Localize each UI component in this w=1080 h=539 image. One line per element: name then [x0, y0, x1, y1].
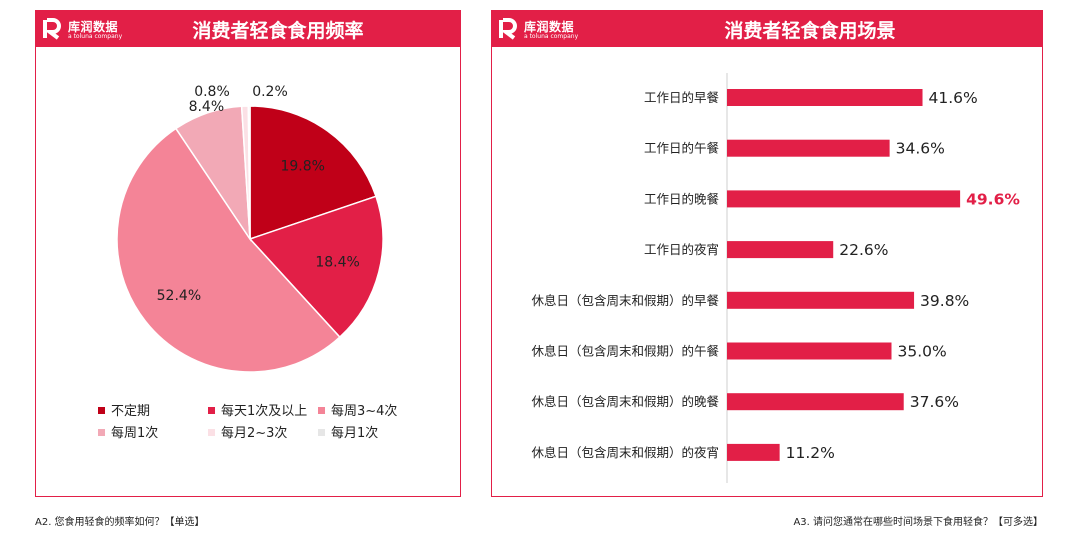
bar	[727, 190, 961, 208]
bar-category-label: 休息日（包含周末和假期）的夜宵	[531, 445, 719, 460]
bar-value-label: 41.6%	[929, 89, 978, 107]
bar-chart-title: 消费者轻食食用场景	[724, 20, 896, 42]
bar-category-label: 工作日的午餐	[644, 141, 720, 156]
bar	[727, 443, 780, 461]
legend-label: 不定期	[111, 404, 150, 419]
footnote-question-a2: A2. 您食用轻食的频率如何？【单选】	[35, 517, 205, 528]
pie-slice	[248, 195, 384, 339]
bar-category-label: 工作日的早餐	[644, 90, 720, 105]
bar-category-label: 休息日（包含周末和假期）的晚餐	[531, 394, 719, 409]
logo-text: 库润数据	[524, 20, 575, 34]
bar-category-label: 休息日（包含周末和假期）的午餐	[531, 344, 719, 359]
bar	[727, 241, 834, 259]
bar-category-label: 休息日（包含周末和假期）的早餐	[531, 293, 719, 308]
frequency-panel: 库润数据 a toluna company 消费者轻食食用频率 19.8% 18.…	[35, 10, 461, 497]
legend-label: 每周3~4次	[331, 403, 397, 419]
logo-subtext: a toluna company	[68, 33, 123, 40]
footnote-question-a3: A3. 请问您通常在哪些时间场景下食用轻食？【可多选】	[793, 517, 1043, 528]
bar-value-label: 39.8%	[920, 292, 969, 310]
logo-mark-icon	[43, 18, 61, 40]
bar	[727, 393, 904, 411]
bar	[727, 139, 890, 157]
brand-logo: 库润数据 a toluna company	[498, 17, 588, 41]
frequency-header: 库润数据 a toluna company 消费者轻食食用频率	[36, 11, 460, 47]
logo-subtext: a toluna company	[524, 33, 579, 40]
bar-value-label: 11.2%	[786, 444, 835, 462]
legend-label: 每天1次及以上	[221, 403, 307, 419]
bar-chart: 工作日的早餐 41.6% 工作日的午餐 34.6% 工作日的晚餐 49.6% 工作日的夜宵 2…	[531, 73, 1020, 483]
legend-label: 每周1次	[111, 425, 158, 441]
bar-category-label: 工作日的晚餐	[644, 191, 720, 206]
scenario-header: 库润数据 a toluna company 消费者轻食食用场景	[492, 11, 1042, 47]
pie-data-label: 19.8%	[280, 158, 324, 174]
pie-data-label: 18.4%	[315, 254, 359, 270]
legend-swatch	[208, 429, 215, 436]
legend-swatch	[318, 407, 325, 414]
bar-value-label: 49.6%	[966, 190, 1020, 208]
bar-value-label: 22.6%	[839, 241, 888, 259]
pie-data-label: 52.4%	[157, 288, 201, 304]
pie-data-label: 0.8%	[194, 84, 230, 100]
bar-value-label: 35.0%	[898, 343, 947, 361]
legend-label: 每月1次	[331, 425, 378, 441]
bar-category-label: 工作日的夜宵	[644, 242, 719, 257]
bar-value-label: 34.6%	[896, 140, 945, 158]
brand-logo: 库润数据 a toluna company	[42, 17, 132, 41]
logo-mark-icon	[499, 18, 517, 40]
pie-chart: 19.8% 18.4% 52.4% 8.4%0.8% 0.2% 不定期 每天1次及以上 每周3…	[98, 84, 397, 441]
logo-text: 库润数据	[68, 20, 119, 34]
bar-value-label: 37.6%	[910, 393, 959, 411]
pie-slice	[249, 105, 377, 241]
pie-data-label: 0.2%	[252, 84, 288, 100]
legend-label: 每月2~3次	[221, 425, 287, 441]
pie-slice	[247, 105, 251, 240]
bar	[727, 342, 892, 360]
bar	[727, 89, 923, 106]
pie-chart-title: 消费者轻食食用频率	[192, 20, 364, 42]
bar	[727, 291, 915, 309]
pie-data-label: 8.4%	[189, 99, 225, 115]
legend-swatch	[208, 407, 215, 414]
legend-swatch	[98, 429, 105, 436]
pie-slice	[116, 127, 341, 373]
legend-swatch	[98, 407, 105, 414]
scenario-panel: 库润数据 a toluna company 消费者轻食食用场景 工作日的早餐 41…	[491, 10, 1043, 497]
legend-swatch	[318, 429, 325, 436]
